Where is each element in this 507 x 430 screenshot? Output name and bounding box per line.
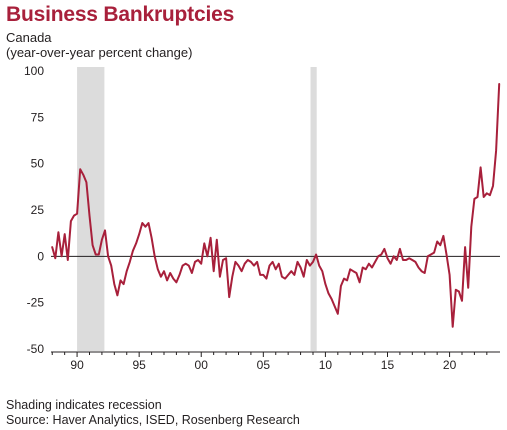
x-tick-label: 10 (319, 358, 333, 372)
chart-title: Business Bankruptcies (6, 3, 235, 26)
x-tick-label: 15 (381, 358, 395, 372)
y-tick-label: -50 (27, 342, 45, 356)
y-tick-label: 0 (37, 249, 44, 263)
x-tick-label: 05 (257, 358, 271, 372)
x-tick-label: 95 (132, 358, 146, 372)
x-tick-label: 00 (195, 358, 209, 372)
y-tick-label: 25 (31, 203, 45, 217)
subtitle-region: Canada (6, 30, 52, 45)
y-tick-label: 100 (24, 64, 44, 78)
y-tick-label: -25 (27, 296, 45, 310)
y-tick-label: 50 (31, 157, 45, 171)
series-layer (51, 83, 501, 328)
recession-shading (77, 67, 317, 351)
line-chart: 100 75 50 25 0 -25 -50 90 95 00 05 10 15 20 (24, 64, 501, 372)
source-note: Source: Haver Analytics, ISED, Rosenberg… (6, 413, 300, 427)
chart-subtitle: Canada (year-over-year percent change) (6, 30, 192, 60)
y-tick-label: 75 (31, 110, 45, 124)
subtitle-units: (year-over-year percent change) (6, 45, 193, 60)
x-tick-label: 90 (70, 358, 84, 372)
axes: 100 75 50 25 0 -25 -50 90 95 00 05 10 15 20 (24, 64, 500, 372)
series-line (51, 83, 501, 328)
x-tick-label: 20 (443, 358, 457, 372)
recession-band (77, 67, 105, 351)
recession-note: Shading indicates recession (6, 398, 162, 412)
recession-band (310, 67, 317, 351)
